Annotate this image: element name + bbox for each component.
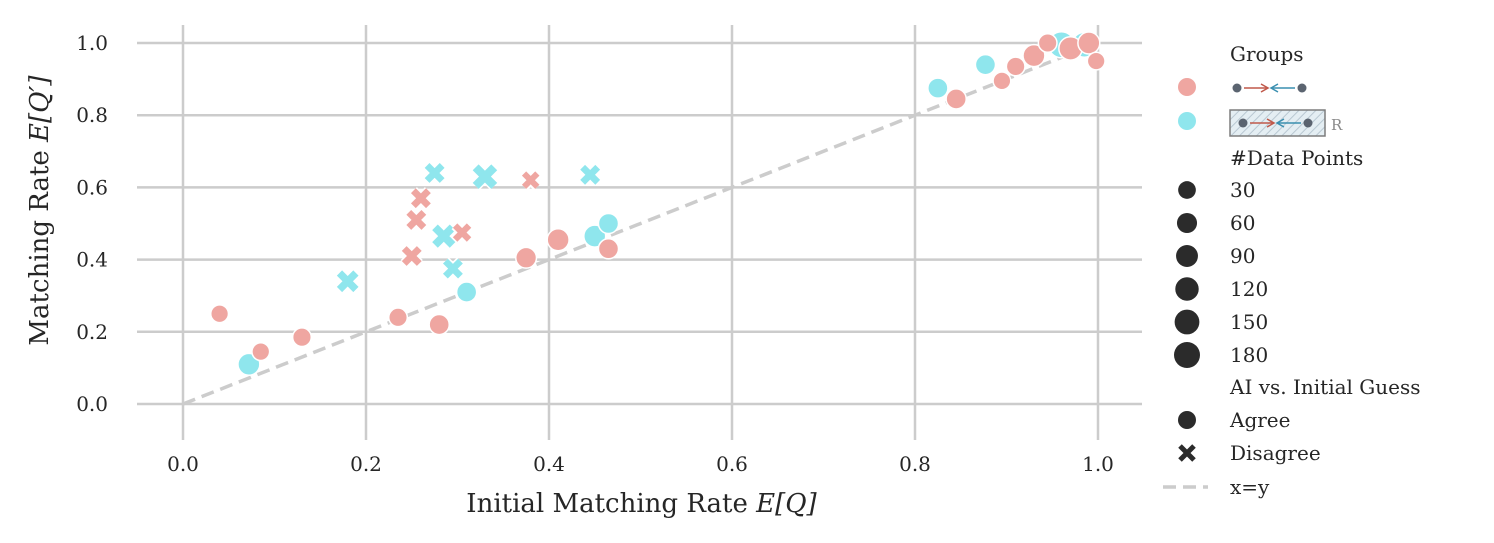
data-point-agree <box>515 246 538 269</box>
data-point-agree <box>1022 43 1046 68</box>
legend-size-marker <box>1176 212 1198 234</box>
y-tick-label: 0.2 <box>76 320 108 344</box>
legend-size-label: 180 <box>1230 343 1268 367</box>
legend-agree-label: Agree <box>1229 408 1290 432</box>
x-tick-label: 0.0 <box>167 452 199 476</box>
data-point-disagree <box>520 170 541 191</box>
legend: Groups R #Data Points 30 60 90 120 150 180 AI vs.… <box>1163 42 1421 499</box>
data-point-agree <box>597 212 620 235</box>
legend-disagree-label: Disagree <box>1230 441 1321 465</box>
data-point-agree <box>209 304 230 324</box>
legend-size-title: #Data Points <box>1230 146 1363 170</box>
legend-group-cyan-marker <box>1178 112 1196 130</box>
data-point-agree <box>1037 32 1058 54</box>
y-tick-label: 0.0 <box>76 392 108 416</box>
reference-line-x-equals-y <box>182 41 1099 406</box>
x-tick-label: 0.4 <box>533 452 565 476</box>
data-point-agree <box>583 224 607 248</box>
legend-disagree-marker <box>1178 444 1196 462</box>
x-tick-label: 1.0 <box>1082 452 1114 476</box>
data-point-disagree <box>423 161 446 185</box>
legend-marker-title: AI vs. Initial Guess <box>1229 375 1421 399</box>
y-tick-label: 0.6 <box>76 175 108 199</box>
y-tick-label: 0.8 <box>76 103 108 127</box>
reference-line-group <box>182 41 1099 406</box>
legend-group-pink-marker <box>1178 78 1196 96</box>
data-point-disagree <box>471 163 499 190</box>
y-tick-label: 1.0 <box>76 31 108 55</box>
data-point-disagree <box>579 163 602 186</box>
axis-labels: Initial Matching Rate E[Q] Matching Rate… <box>25 75 818 519</box>
y-tick-label: 0.4 <box>76 248 108 272</box>
x-tick-label: 0.8 <box>899 452 931 476</box>
data-point-agree <box>1077 31 1101 55</box>
legend-size-label: 30 <box>1230 178 1255 202</box>
data-point-disagree <box>409 187 432 210</box>
legend-size-marker <box>1178 181 1196 199</box>
data-point-agree <box>546 228 570 252</box>
data-point-agree <box>291 327 312 348</box>
x-axis-label-text: Initial Matching Rate <box>466 489 756 519</box>
data-point-disagree <box>405 208 428 231</box>
group-arrow-icon <box>1238 118 1313 128</box>
data-point-agree <box>428 313 450 336</box>
data-point-agree <box>251 342 271 362</box>
data-point-agree <box>455 281 478 303</box>
legend-size-label: 60 <box>1230 211 1255 235</box>
tick-labels: 0.0 0.2 0.4 0.6 0.8 1.0 0.0 0.2 0.4 0.6 0.8 1.0 <box>76 31 1114 476</box>
data-point-agree <box>1086 51 1106 71</box>
y-axis-label-text: Matching Rate <box>25 142 55 346</box>
data-point-disagree <box>335 269 360 294</box>
data-point-agree <box>974 53 997 76</box>
legend-reference-line-label: x=y <box>1230 475 1270 499</box>
x-tick-label: 0.2 <box>350 452 382 476</box>
grid-lines <box>137 25 1142 440</box>
legend-size-marker <box>1176 245 1198 267</box>
data-point-disagree <box>441 257 464 280</box>
legend-group-r-label: R <box>1331 116 1343 134</box>
x-axis-label: Initial Matching Rate E[Q] <box>466 489 817 519</box>
data-point-disagree <box>400 244 423 268</box>
data-point-agree <box>237 352 261 376</box>
data-points <box>209 31 1106 376</box>
legend-size-label: 90 <box>1230 244 1255 268</box>
legend-size-label: 120 <box>1230 277 1268 301</box>
data-point-agree <box>945 88 967 110</box>
data-point-agree <box>387 307 409 328</box>
data-point-disagree <box>431 223 457 249</box>
data-point-agree <box>927 77 949 99</box>
data-point-agree <box>597 237 620 260</box>
legend-size-marker <box>1175 277 1199 301</box>
x-axis-label-math: E[Q] <box>755 489 817 519</box>
legend-agree-marker <box>1178 411 1196 429</box>
data-point-disagree <box>451 222 473 244</box>
y-axis-label-math: E[Q′] <box>25 75 55 143</box>
legend-size-marker <box>1174 342 1200 368</box>
group-arrow-icon <box>1232 83 1307 93</box>
data-point-agree <box>992 71 1012 91</box>
legend-size-marker <box>1174 309 1200 335</box>
x-tick-label: 0.6 <box>716 452 748 476</box>
legend-groups-title: Groups <box>1230 42 1304 66</box>
y-axis-label: Matching Rate E[Q′] <box>25 75 55 346</box>
data-point-agree <box>1005 56 1026 77</box>
legend-size-label: 150 <box>1230 310 1268 334</box>
